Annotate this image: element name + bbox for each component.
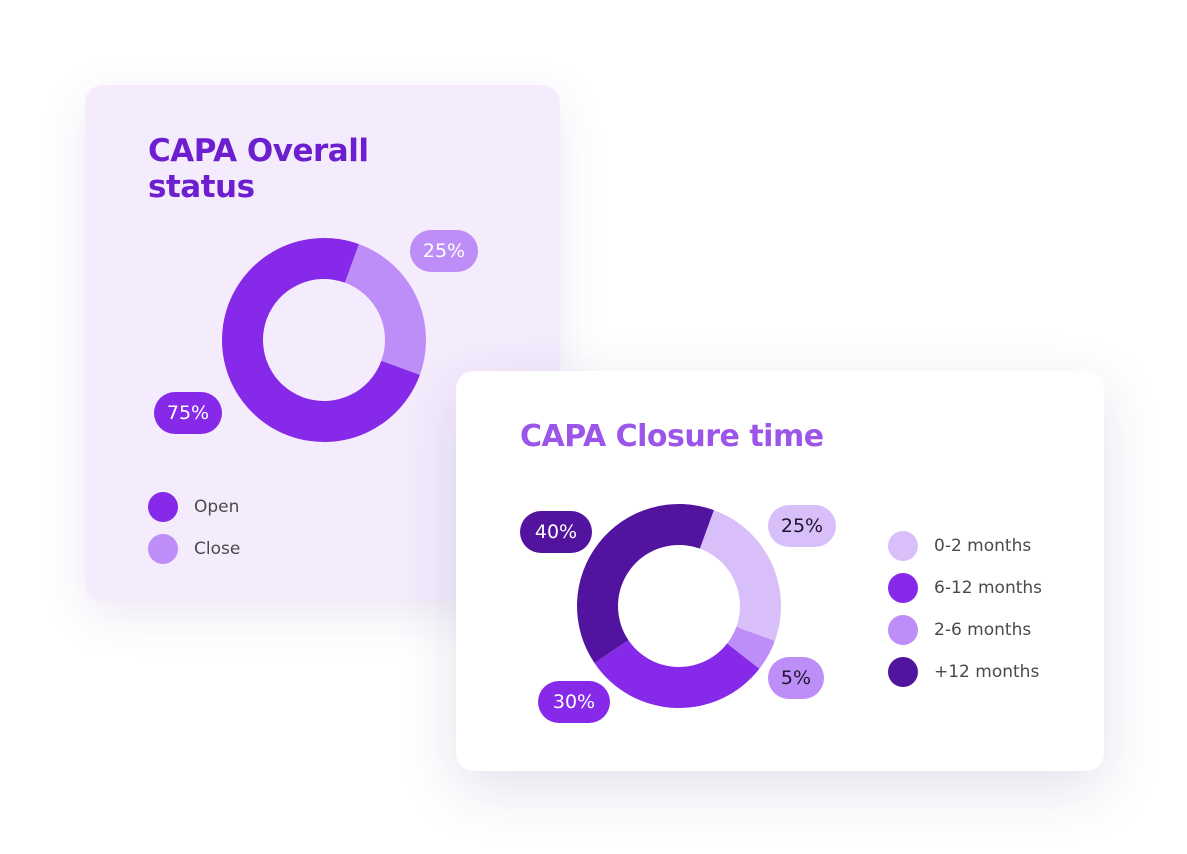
legend-item-0-2-months: 0-2 months xyxy=(888,525,1042,567)
slice-label-6-12-months: 30% xyxy=(538,681,610,723)
legend-item-6-12-months: 6-12 months xyxy=(888,567,1042,609)
legend-label-plus-12-months: +12 months xyxy=(934,662,1040,682)
overall-status-card: CAPA Overall status 25% 75% Open Close xyxy=(85,85,560,601)
slice-label-plus-12-months: 40% xyxy=(520,511,592,553)
slice-2-6-months xyxy=(727,626,775,669)
legend-item-plus-12-months: +12 months xyxy=(888,651,1042,693)
legend-swatch-plus-12-months xyxy=(888,657,918,687)
legend-label-2-6-months: 2-6 months xyxy=(934,620,1032,640)
slice-label-close: 25% xyxy=(410,230,478,272)
legend-swatch-6-12-months xyxy=(888,573,918,603)
legend-item-close: Close xyxy=(148,528,240,570)
closure-time-legend: 0-2 months 6-12 months 2-6 months +12 mo… xyxy=(888,525,1042,693)
slice-close xyxy=(344,244,427,375)
closure-time-title: CAPA Closure time xyxy=(520,419,824,454)
overall-status-title: CAPA Overall status xyxy=(148,133,369,205)
legend-label-6-12-months: 6-12 months xyxy=(934,578,1043,598)
legend-label-0-2-months: 0-2 months xyxy=(934,536,1032,556)
legend-label-open: Open xyxy=(194,497,240,517)
overall-status-legend: Open Close xyxy=(148,486,240,570)
legend-label-close: Close xyxy=(194,539,241,559)
closure-time-donut xyxy=(576,503,782,709)
slice-label-open: 75% xyxy=(154,392,222,434)
legend-item-open: Open xyxy=(148,486,240,528)
slice-plus-12-months xyxy=(576,503,714,664)
slice-open xyxy=(222,237,420,442)
closure-time-card: CAPA Closure time 25% 5% 30% 40% 0-2 mon… xyxy=(456,371,1104,771)
slice-6-12-months xyxy=(594,640,760,709)
overall-status-donut xyxy=(222,237,427,442)
legend-swatch-open xyxy=(148,492,178,522)
legend-swatch-0-2-months xyxy=(888,531,918,561)
slice-label-0-2-months: 25% xyxy=(768,505,836,547)
slice-0-2-months xyxy=(699,510,782,641)
legend-swatch-close xyxy=(148,534,178,564)
legend-item-2-6-months: 2-6 months xyxy=(888,609,1042,651)
legend-swatch-2-6-months xyxy=(888,615,918,645)
slice-label-2-6-months: 5% xyxy=(768,657,824,699)
